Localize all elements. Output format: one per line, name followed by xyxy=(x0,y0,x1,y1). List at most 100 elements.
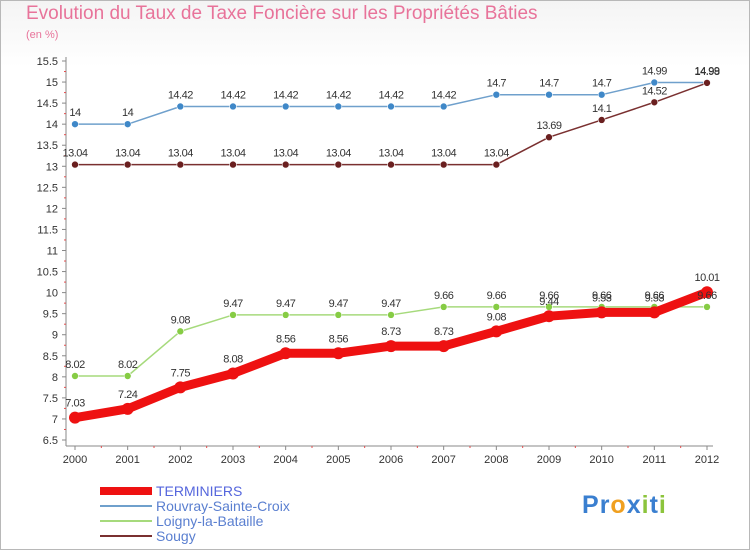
data-point-loigny-la-bataille xyxy=(439,303,448,311)
data-label-terminiers: 9.53 xyxy=(592,292,612,304)
data-point-rouvray-sainte-croix xyxy=(281,102,290,111)
data-label-rouvray-sainte-croix: 14.99 xyxy=(694,65,719,77)
data-point-rouvray-sainte-croix xyxy=(650,78,659,87)
data-label-terminiers: 8.08 xyxy=(223,353,243,365)
y-tick-label: 12 xyxy=(46,203,58,215)
data-point-terminiers xyxy=(69,411,81,424)
data-label-rouvray-sainte-croix: 14.42 xyxy=(273,89,298,101)
data-label-sougy: 13.04 xyxy=(326,148,351,160)
data-point-rouvray-sainte-croix xyxy=(123,120,132,128)
data-point-rouvray-sainte-croix xyxy=(229,102,237,111)
data-label-loigny-la-bataille: 8.02 xyxy=(65,359,85,371)
data-label-sougy: 13.04 xyxy=(168,148,193,160)
data-label-loigny-la-bataille: 9.66 xyxy=(697,290,717,302)
data-point-rouvray-sainte-croix xyxy=(176,102,185,111)
data-label-rouvray-sainte-croix: 14.7 xyxy=(539,78,559,90)
y-tick-label: 9 xyxy=(52,330,58,342)
data-label-sougy: 13.04 xyxy=(62,148,87,160)
data-label-loigny-la-bataille: 9.47 xyxy=(381,298,401,310)
y-tick-label: 8.5 xyxy=(43,351,58,363)
data-label-loigny-la-bataille: 9.47 xyxy=(329,298,349,310)
data-label-terminiers: 8.73 xyxy=(381,326,401,338)
legend-swatch xyxy=(100,535,152,537)
data-point-rouvray-sainte-croix xyxy=(387,102,395,111)
logo-letter: i xyxy=(641,491,650,519)
data-label-terminiers: 8.73 xyxy=(434,326,454,338)
data-point-terminiers xyxy=(279,347,292,360)
x-tick-label: 2012 xyxy=(695,454,719,466)
data-label-rouvray-sainte-croix: 14 xyxy=(69,107,81,119)
x-tick-label: 2008 xyxy=(484,454,508,466)
data-point-rouvray-sainte-croix xyxy=(545,90,553,99)
axes: 6.5 7 7.5 8 8.5 9 9.5 10 10.5 11 11.5 12 12.5 13 13.5 1… xyxy=(37,56,720,466)
data-point-terminiers xyxy=(648,306,661,319)
data-point-terminiers xyxy=(595,306,608,319)
data-label-rouvray-sainte-croix: 14.42 xyxy=(378,89,403,101)
data-point-loigny-la-bataille xyxy=(703,303,711,311)
data-point-loigny-la-bataille xyxy=(334,311,343,319)
data-label-sougy: 13.04 xyxy=(378,148,403,160)
data-label-terminiers: 9.53 xyxy=(645,292,665,304)
data-label-loigny-la-bataille: 9.66 xyxy=(592,290,612,302)
y-tick-label: 15 xyxy=(46,77,58,89)
x-tick-label: 2002 xyxy=(168,454,192,466)
data-point-sougy xyxy=(229,160,237,169)
data-point-sougy xyxy=(123,160,132,169)
x-tick-label: 2004 xyxy=(273,454,297,466)
proxiti-logo: Proxiti xyxy=(582,491,667,520)
data-label-sougy: 13.04 xyxy=(484,148,509,160)
data-label-rouvray-sainte-croix: 14.42 xyxy=(326,89,351,101)
x-tick-label: 2003 xyxy=(221,454,245,466)
x-tick-label: 2005 xyxy=(326,454,350,466)
data-label-rouvray-sainte-croix: 14.42 xyxy=(220,89,245,101)
data-label-rouvray-sainte-croix: 14.7 xyxy=(487,78,507,90)
legend-swatch xyxy=(100,505,152,507)
data-label-sougy: 14.1 xyxy=(592,103,612,115)
data-label-terminiers: 9.44 xyxy=(539,296,559,308)
series-line-terminiers xyxy=(70,287,712,423)
data-label-sougy: 13.04 xyxy=(273,148,298,160)
data-point-loigny-la-bataille xyxy=(387,311,395,319)
legend-swatch xyxy=(100,487,152,495)
data-label-loigny-la-bataille: 9.47 xyxy=(223,298,243,310)
data-point-sougy xyxy=(703,79,711,87)
x-tick-label: 2001 xyxy=(115,454,139,466)
y-tick-label: 11 xyxy=(47,246,58,258)
data-point-sougy xyxy=(387,160,395,169)
data-label-terminiers: 7.75 xyxy=(171,367,191,379)
y-tick-label: 15.5 xyxy=(37,56,58,68)
y-tick-label: 14.5 xyxy=(37,98,58,110)
data-point-terminiers xyxy=(490,325,503,338)
y-tick-label: 13 xyxy=(46,161,58,173)
x-tick-label: 2009 xyxy=(537,454,561,466)
data-label-terminiers: 8.56 xyxy=(276,333,296,345)
data-point-terminiers xyxy=(332,347,345,360)
data-label-loigny-la-bataille: 9.66 xyxy=(645,290,665,302)
data-label-terminiers: 7.03 xyxy=(65,398,85,410)
data-label-sougy: 13.69 xyxy=(536,120,561,132)
logo-letter: i xyxy=(658,491,667,519)
legend-label: TERMINIERS xyxy=(156,483,243,499)
chart-subtitle: (en %) xyxy=(26,29,59,41)
data-label-loigny-la-bataille: 9.66 xyxy=(434,290,454,302)
data-point-rouvray-sainte-croix xyxy=(439,102,448,111)
data-label-rouvray-sainte-croix: 14.42 xyxy=(168,89,193,101)
x-tick-label: 2006 xyxy=(379,454,403,466)
series-labels: 14 14 14.42 14.42 14.42 14.42 14.42 14.42 14.7 14… xyxy=(62,65,720,410)
data-label-sougy: 13.04 xyxy=(220,148,245,160)
data-point-sougy xyxy=(597,116,606,124)
y-tick-label: 7 xyxy=(52,414,58,426)
logo-letter: P xyxy=(582,491,600,519)
data-label-terminiers: 10.01 xyxy=(694,272,719,284)
data-label-loigny-la-bataille: 8.02 xyxy=(118,359,138,371)
logo-letter: r xyxy=(599,491,611,519)
y-tick-label: 11.5 xyxy=(37,224,58,236)
data-point-terminiers xyxy=(227,367,239,380)
data-point-terminiers xyxy=(174,381,187,394)
data-point-rouvray-sainte-croix xyxy=(492,90,501,99)
x-tick-label: 2011 xyxy=(643,454,667,466)
y-tick-label: 13.5 xyxy=(37,140,58,152)
data-point-loigny-la-bataille xyxy=(281,311,290,319)
data-label-rouvray-sainte-croix: 14.42 xyxy=(431,89,456,101)
data-label-loigny-la-bataille: 9.08 xyxy=(171,314,191,326)
